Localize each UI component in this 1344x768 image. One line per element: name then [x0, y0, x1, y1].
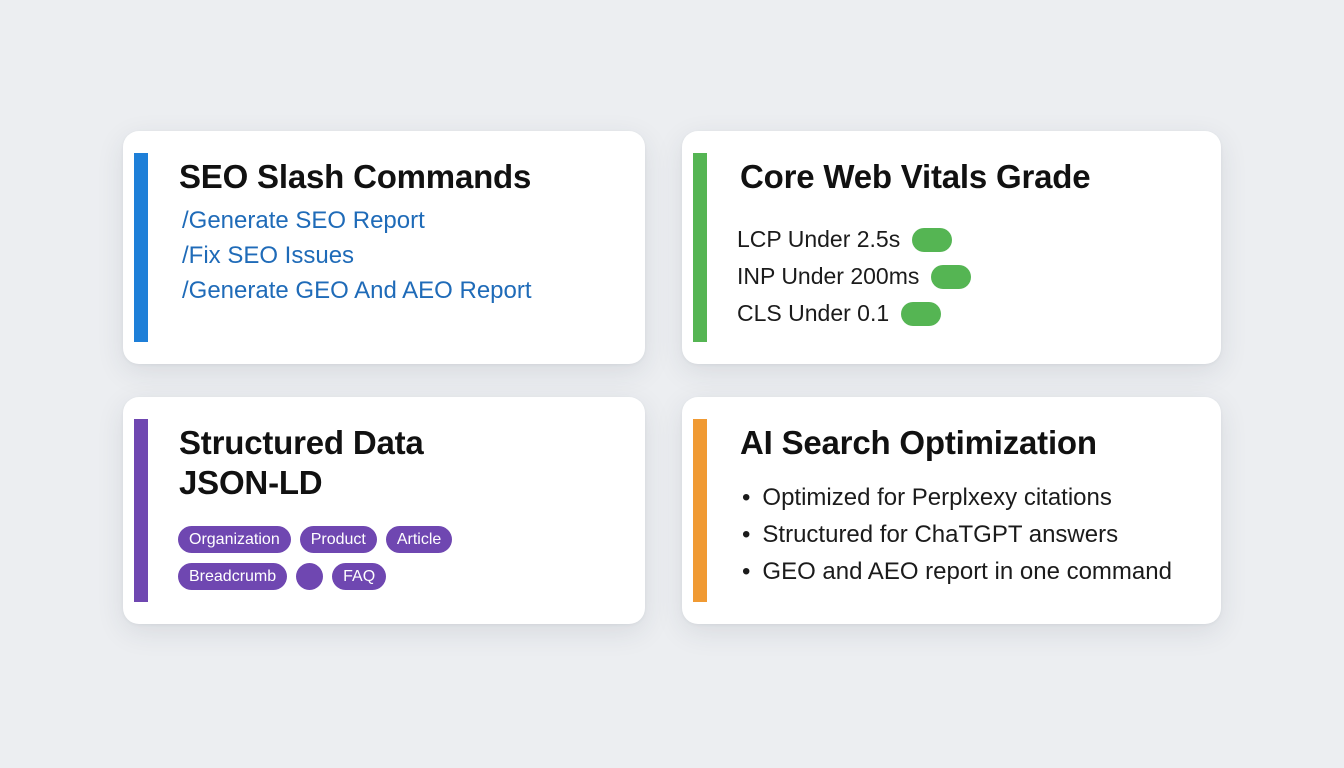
vital-label: LCP Under 2.5s: [737, 226, 901, 252]
vital-inp: INP Under 200ms: [737, 258, 972, 295]
command-generate-geo-aeo-report[interactable]: /Generate GEO And AEO Report: [182, 277, 532, 304]
structured-data-card: Structured Data JSON-LD Organization Pro…: [123, 397, 645, 624]
card-title: Structured Data JSON-LD: [179, 423, 424, 503]
tag-faq[interactable]: FAQ: [332, 563, 387, 590]
tag-breadcrumb[interactable]: Breadcrumb: [178, 563, 288, 590]
command-fix-seo-issues[interactable]: /Fix SEO Issues: [182, 242, 355, 269]
vital-cls: CLS Under 0.1: [737, 295, 971, 332]
tag-blank[interactable]: [296, 563, 324, 590]
command-generate-seo-report[interactable]: /Generate SEO Report: [182, 207, 425, 234]
vital-lcp: LCP Under 2.5s: [737, 221, 971, 258]
tag-row: Breadcrumb FAQ: [178, 563, 498, 590]
ai-search-card: AI Search Optimization Optimized for Per…: [682, 397, 1221, 624]
accent-bar: [134, 419, 148, 602]
card-title: SEO Slash Commands: [179, 158, 532, 195]
vitals-list: LCP Under 2.5s INP Under 200ms CLS Under…: [737, 221, 972, 332]
command-list: /Generate SEO Report /Fix SEO Issues /Ge…: [182, 203, 532, 308]
list-item: Optimized for Perplxexy citations: [742, 479, 1172, 516]
seo-commands-card: SEO Slash Commands /Generate SEO Report …: [123, 131, 645, 364]
status-pill: [912, 227, 953, 252]
card-title-line-2: JSON-LD: [179, 464, 323, 501]
card-title: AI Search Optimization: [740, 424, 1097, 461]
feature-list: Optimized for Perplxexy citations Struct…: [742, 479, 1172, 590]
status-pill: [901, 301, 942, 326]
tag-row: Organization Product Article: [178, 526, 498, 553]
accent-bar: [693, 419, 707, 602]
core-web-vitals-card: Core Web Vitals Grade LCP Under 2.5s INP…: [682, 131, 1221, 364]
card-title: Core Web Vitals Grade: [740, 158, 1091, 195]
vital-label: INP Under 200ms: [737, 263, 920, 289]
card-title-line-1: Structured Data: [179, 424, 424, 461]
list-item: GEO and AEO report in one command: [742, 553, 1172, 590]
schema-tags: Organization Product Article Breadcrumb …: [178, 526, 498, 600]
tag-product[interactable]: Product: [299, 526, 377, 553]
vital-label: CLS Under 0.1: [737, 300, 890, 326]
list-item: Structured for ChaTGPT answers: [742, 516, 1172, 553]
tag-article[interactable]: Article: [385, 526, 453, 553]
accent-bar: [134, 153, 148, 342]
tag-organization[interactable]: Organization: [178, 526, 291, 553]
accent-bar: [693, 153, 707, 342]
status-pill: [931, 264, 972, 289]
